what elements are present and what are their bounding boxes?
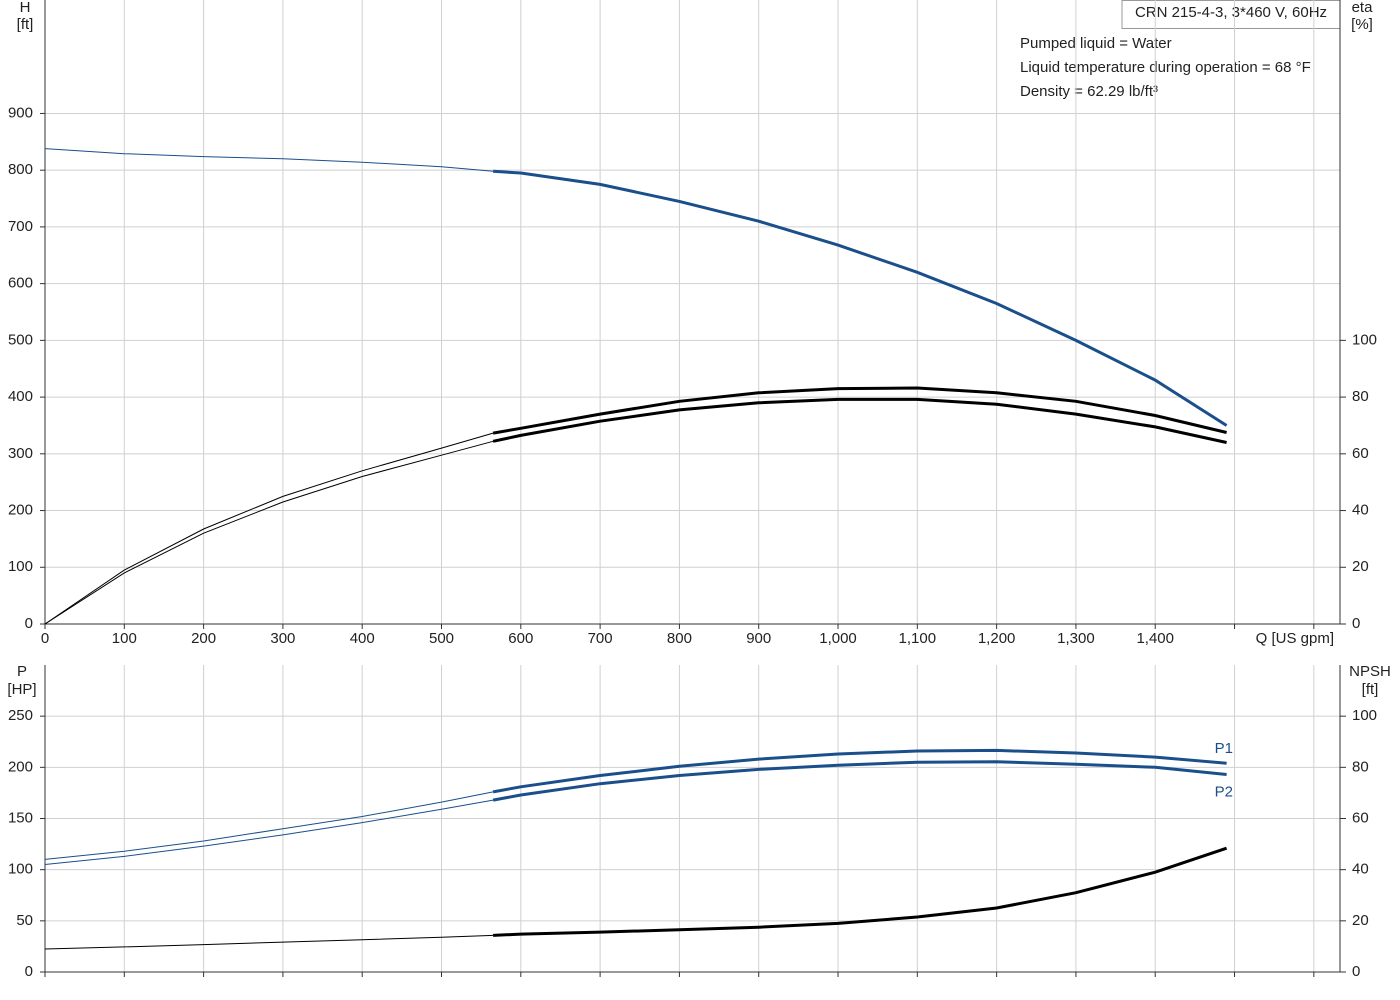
y2-axis-label: [%] (1351, 16, 1373, 33)
curve-thick (492, 386, 1227, 435)
y-tick-label: 150 (8, 809, 33, 826)
series-label: P1 (1215, 740, 1233, 757)
y2-tick-label: 20 (1352, 558, 1369, 575)
annotation: Density = 62.29 lb/ft³ (1020, 83, 1158, 100)
x-tick-label: 100 (112, 630, 137, 647)
title-box (1121, 0, 1341, 29)
y2-tick-label: 100 (1352, 331, 1377, 348)
y-tick-label: 100 (8, 861, 33, 878)
annotation: Pumped liquid = Water (1020, 35, 1172, 52)
y-tick-label: 600 (8, 275, 33, 292)
y2-axis-label: eta (1352, 0, 1374, 16)
y2-tick-label: 100 (1352, 707, 1377, 724)
x-axis-label: Q [US gpm] (1256, 630, 1334, 647)
y2-tick-label: 20 (1352, 912, 1369, 929)
series-label: P2 (1215, 783, 1233, 800)
y2-tick-label: 80 (1352, 388, 1369, 405)
x-tick-label: 1,100 (899, 630, 937, 647)
y-axis-label: [ft] (17, 16, 34, 33)
y-tick-label: 900 (8, 104, 33, 121)
y-tick-label: 0 (25, 615, 33, 632)
y-axis-label: H (20, 0, 31, 16)
y2-tick-label: 40 (1352, 861, 1369, 878)
y2-tick-label: 0 (1352, 963, 1360, 980)
x-tick-label: 800 (667, 630, 692, 647)
y-tick-label: 200 (8, 502, 33, 519)
x-tick-label: 900 (746, 630, 771, 647)
y-axis-label: [HP] (7, 681, 36, 698)
x-tick-label: 1,000 (819, 630, 857, 647)
curve-thick (492, 397, 1227, 444)
x-tick-label: 600 (508, 630, 533, 647)
x-tick-label: 1,200 (978, 630, 1016, 647)
curve-thin (44, 791, 494, 860)
y-tick-label: 400 (8, 388, 33, 405)
curve-thin (44, 148, 494, 172)
curve-thin (44, 799, 494, 865)
x-tick-label: 500 (429, 630, 454, 647)
curve-thick (493, 846, 1228, 937)
y2-tick-label: 60 (1352, 809, 1369, 826)
annotation: Liquid temperature during operation = 68… (1020, 59, 1311, 76)
chart-title: CRN 215-4-3, 3*460 V, 60Hz (1135, 4, 1327, 21)
x-tick-label: 300 (270, 630, 295, 647)
y-axis-label: P (17, 663, 27, 680)
x-tick-label: 0 (41, 630, 49, 647)
y-tick-label: 250 (8, 707, 33, 724)
curve-thin (44, 440, 494, 625)
y2-tick-label: 80 (1352, 758, 1369, 775)
curve-thick (492, 748, 1227, 794)
y-tick-label: 800 (8, 161, 33, 178)
curve-thin (44, 432, 494, 625)
y-tick-label: 700 (8, 218, 33, 235)
curve-thin (44, 934, 494, 950)
curve-thick (492, 760, 1227, 802)
y-tick-label: 100 (8, 558, 33, 575)
y-tick-label: 50 (16, 912, 33, 929)
curve-thick (493, 169, 1228, 427)
x-tick-label: 1,400 (1136, 630, 1174, 647)
y-tick-label: 500 (8, 331, 33, 348)
y2-tick-label: 0 (1352, 615, 1360, 632)
y-tick-label: 0 (25, 963, 33, 980)
x-tick-label: 200 (191, 630, 216, 647)
x-tick-label: 400 (350, 630, 375, 647)
x-tick-label: 1,300 (1057, 630, 1095, 647)
y-tick-label: 300 (8, 445, 33, 462)
y2-axis-label: [ft] (1362, 681, 1379, 698)
y-tick-label: 200 (8, 758, 33, 775)
y2-tick-label: 60 (1352, 445, 1369, 462)
x-tick-label: 700 (588, 630, 613, 647)
y2-axis-label: NPSH (1349, 663, 1391, 680)
y2-tick-label: 40 (1352, 502, 1369, 519)
